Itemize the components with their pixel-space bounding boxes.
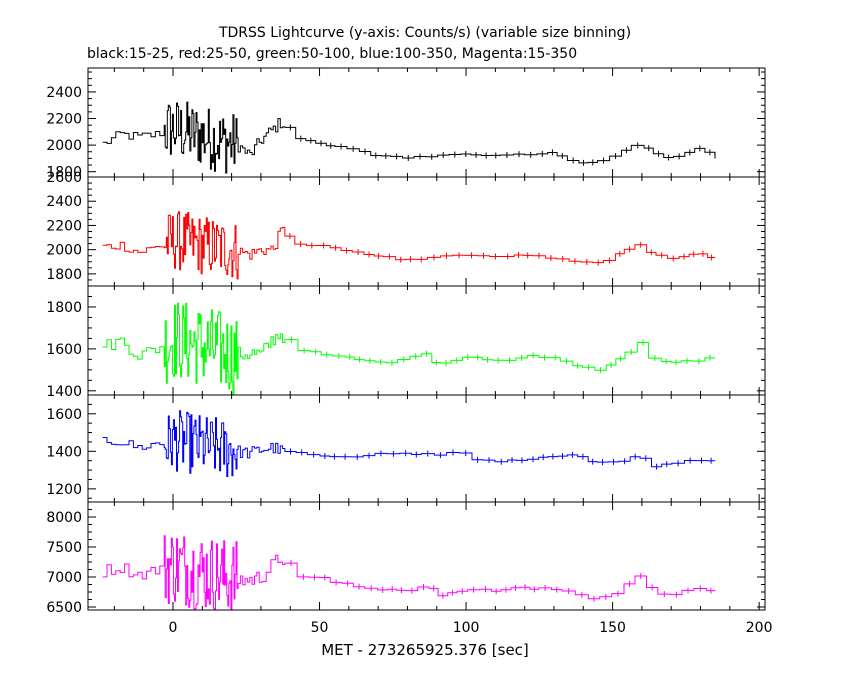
y-tick-label: 1600 bbox=[46, 407, 82, 423]
x-axis-label: MET - 273265925.376 [sec] bbox=[321, 641, 529, 659]
y-tick-label: 1400 bbox=[46, 384, 82, 400]
y-tick-label: 2000 bbox=[46, 138, 82, 154]
x-tick-label: 0 bbox=[169, 620, 178, 636]
y-tick-label: 6500 bbox=[46, 600, 82, 616]
lightcurve-series bbox=[102, 211, 716, 280]
lightcurve-series bbox=[102, 410, 716, 477]
y-tick-label: 2600 bbox=[46, 170, 82, 186]
y-tick-label: 8000 bbox=[46, 510, 82, 526]
x-tick-label: 100 bbox=[453, 620, 480, 636]
y-tick-label: 2200 bbox=[46, 112, 82, 128]
chart-subtitle: black:15-25, red:25-50, green:50-100, bl… bbox=[87, 46, 577, 62]
x-tick-label: 150 bbox=[599, 620, 626, 636]
x-tick-label: 50 bbox=[311, 620, 329, 636]
y-tick-label: 1200 bbox=[46, 482, 82, 498]
y-tick-label: 7000 bbox=[46, 570, 82, 586]
y-tick-label: 2000 bbox=[46, 243, 82, 259]
lightcurve-series bbox=[102, 101, 716, 174]
x-tick-label: 200 bbox=[746, 620, 773, 636]
panel-frame bbox=[87, 501, 766, 611]
y-tick-label: 1800 bbox=[46, 267, 82, 283]
panel-1: 1800 2000 2200 2400 bbox=[46, 67, 766, 181]
y-tick-label: 1800 bbox=[46, 300, 82, 316]
y-tick-label: 1800 bbox=[46, 165, 82, 181]
lightcurve-series bbox=[102, 535, 716, 610]
panels-group: 1800200022002400180020002200240026001400… bbox=[46, 67, 773, 636]
y-tick-label: 2400 bbox=[46, 194, 82, 210]
panel-5: 6500 7000 7500 8000 0 50 100 150 200 bbox=[46, 501, 773, 636]
chart-title: TDRSS Lightcurve (y-axis: Counts/s) (var… bbox=[218, 25, 631, 41]
lightcurve-series bbox=[102, 302, 716, 395]
panel-3: 1400 1600 1800 bbox=[46, 285, 766, 400]
panel-4: 1200 1400 1600 bbox=[46, 394, 766, 503]
y-tick-label: 2400 bbox=[46, 85, 82, 101]
panel-2: 1800 2000 2200 2400 2600 bbox=[46, 170, 766, 287]
y-tick-label: 1400 bbox=[46, 444, 82, 460]
y-tick-label: 1600 bbox=[46, 342, 82, 358]
y-tick-label: 2200 bbox=[46, 218, 82, 234]
y-tick-label: 7500 bbox=[46, 540, 82, 556]
